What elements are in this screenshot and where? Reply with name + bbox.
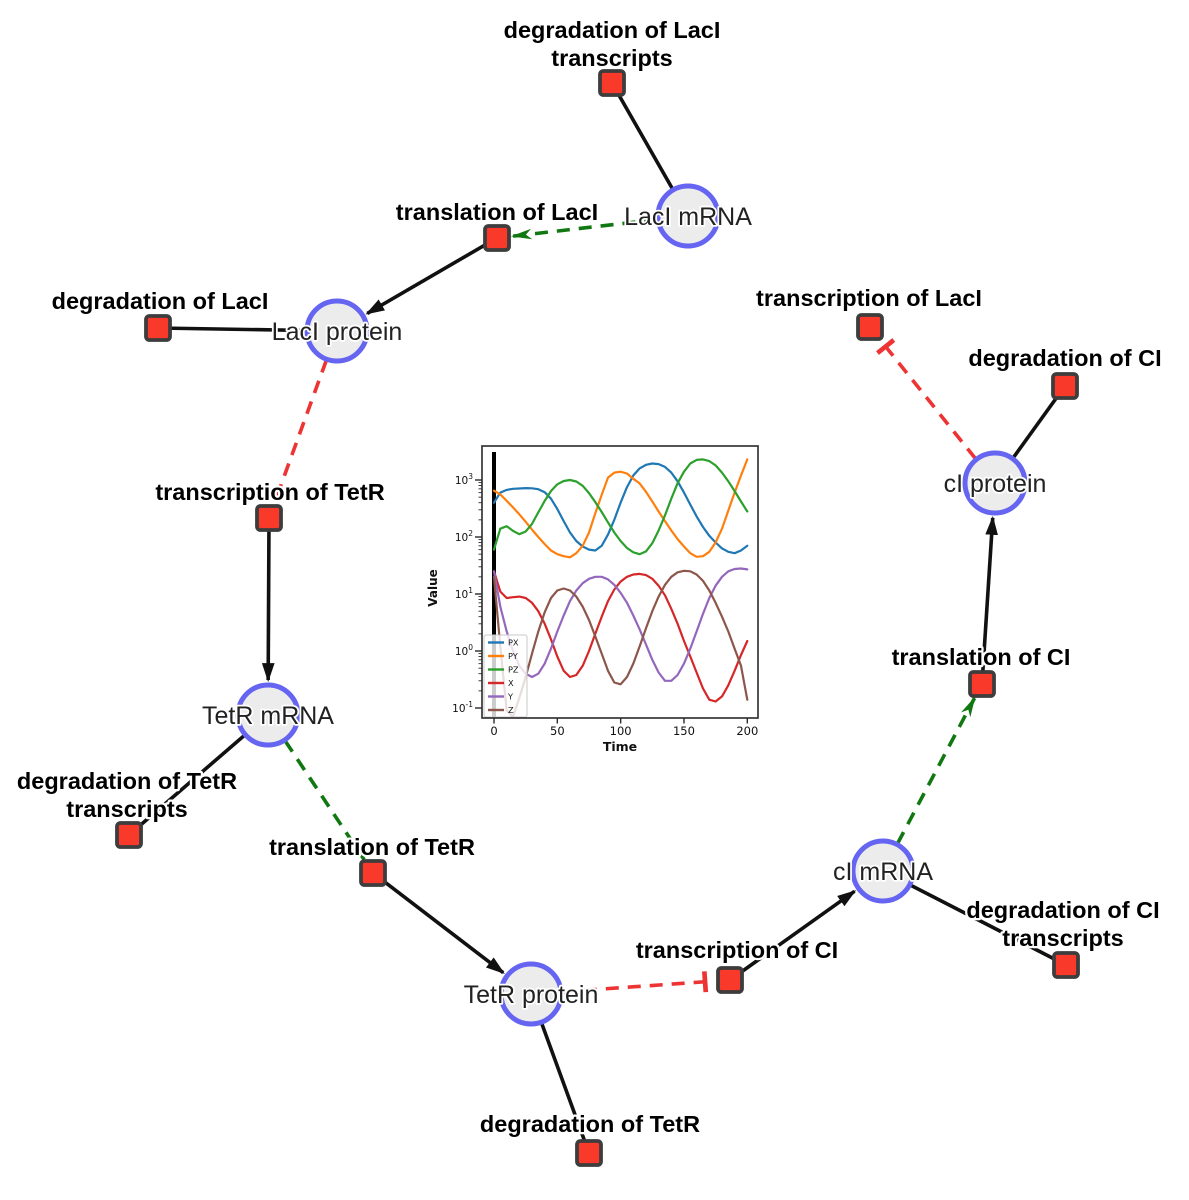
legend-label-PX: PX: [508, 638, 519, 648]
x-axis-label: Time: [603, 739, 637, 754]
reaction-node-tl_ci[interactable]: [968, 670, 996, 698]
reaction-label-deg_tetr_tx: transcripts: [66, 796, 187, 822]
x-tick-label: 150: [673, 724, 695, 738]
legend-label-Y: Y: [507, 692, 514, 702]
chart-legend: PX PY PZ XYZ: [483, 634, 528, 718]
species-node-ci_mrna[interactable]: [850, 838, 916, 904]
reaction-node-tl_laci[interactable]: [483, 224, 511, 252]
chart-series-Z: [492, 569, 749, 718]
y-tick-label: 103: [455, 472, 473, 487]
reaction-label-deg_ci: degradation of CI: [968, 345, 1161, 371]
reaction-node-tc_tetr[interactable]: [255, 504, 283, 532]
species-node-tetr_protein[interactable]: [498, 961, 564, 1027]
nodes-layer: [115, 69, 1080, 1167]
y-tick-label: 102: [455, 529, 473, 544]
reaction-node-deg_laci[interactable]: [144, 314, 172, 342]
reaction-node-deg_ci[interactable]: [1051, 372, 1079, 400]
legend-box: [483, 634, 528, 718]
reaction-label-deg_ci_tx: transcripts: [1002, 925, 1123, 951]
edge-catalysis-ci_mrna-tl_ci: [895, 696, 977, 845]
y-tick-label: 100: [455, 643, 473, 658]
simulation-plot: PX PY PZ X Y Z 10-1 100 101 102 103 0 50 100 150 200 Tim…: [425, 438, 770, 768]
edge-production-tl_tetr-tetr_protein: [371, 871, 505, 975]
reaction-label-deg_ci_tx: degradation of CI: [966, 897, 1159, 923]
timecourse-chart: PX PY PZ XYZ 10-1 100 101 102 103 0 50 100 150 200 Tim…: [426, 445, 759, 754]
labels-layer: degradation of LacItranscriptstranslatio…: [15, 15, 1164, 1140]
reaction-label-tc_laci: transcription of LacI: [756, 285, 982, 311]
reaction-node-tc_laci[interactable]: [856, 313, 884, 341]
reaction-label-deg_laci: degradation of LacI: [52, 288, 269, 314]
legend-label-PZ: PZ: [508, 665, 519, 675]
reaction-label-tc_ci: transcription of CI: [636, 937, 838, 963]
edge-catalysis-laci_mrna-tl_laci: [510, 217, 658, 240]
species-label-laci_mrna: LacI mRNA: [624, 203, 752, 231]
legend-label-PY: PY: [508, 651, 519, 661]
reaction-node-tc_ci[interactable]: [716, 966, 744, 994]
legend-label-X: X: [508, 678, 514, 688]
edge-catalysis-tetr_mrna-tl_tetr: [283, 739, 366, 862]
chart-series-Y: [492, 567, 749, 682]
x-tick-label: 200: [736, 724, 758, 738]
species-node-laci_protein[interactable]: [304, 298, 370, 364]
x-tick-label: 100: [610, 724, 632, 738]
chart-series-PZ: [492, 458, 749, 556]
species-label-ci_mrna: cI mRNA: [833, 858, 933, 886]
chart-series-PY: [492, 458, 749, 559]
species-label-ci_protein: cI protein: [944, 470, 1047, 498]
reaction-node-deg_ci_tx[interactable]: [1052, 951, 1080, 979]
edge-inhibition-tetr_protein-tc_ci: [561, 971, 709, 994]
edge-inhibition-ci_protein-tc_laci: [876, 338, 978, 460]
legend-label-Z: Z: [508, 705, 514, 715]
species-node-laci_mrna[interactable]: [655, 183, 721, 249]
y-tick-label: 101: [455, 586, 473, 601]
x-tick-label: 50: [550, 724, 565, 738]
reaction-node-deg_tetr[interactable]: [575, 1139, 603, 1167]
reaction-label-tl_tetr: translation of TetR: [269, 834, 475, 860]
reaction-label-tl_ci: translation of CI: [892, 644, 1071, 670]
chart-series-X: [492, 570, 749, 703]
edges-layer: [127, 82, 1067, 1154]
y-axis-label: Value: [426, 569, 440, 607]
reaction-node-deg_laci_tx[interactable]: [598, 69, 626, 97]
x-tick-label: 0: [490, 724, 497, 738]
chart-series-PX: [492, 462, 749, 555]
edge-production-tl_laci-laci_protein: [365, 236, 498, 315]
edge-production-tc_tetr-tetr_mrna: [261, 517, 275, 683]
species-label-laci_protein: LacI protein: [272, 318, 403, 346]
reaction-node-tl_tetr[interactable]: [359, 859, 387, 887]
species-node-ci_protein[interactable]: [962, 450, 1028, 516]
species-label-tetr_protein: TetR protein: [464, 981, 599, 1009]
reaction-node-deg_tetr_tx[interactable]: [115, 821, 143, 849]
y-tick-label: 10-1: [452, 700, 473, 715]
species-node-tetr_mrna[interactable]: [235, 682, 301, 748]
reaction-label-deg_laci_tx: transcripts: [551, 45, 672, 71]
reaction-label-deg_tetr_tx: degradation of TetR: [17, 768, 237, 794]
reaction-label-deg_tetr: degradation of TetR: [480, 1111, 700, 1137]
reaction-label-tc_tetr: transcription of TetR: [155, 479, 384, 505]
species-label-tetr_mrna: TetR mRNA: [202, 702, 334, 730]
reaction-label-deg_laci_tx: degradation of LacI: [504, 17, 721, 43]
edge-production-tl_ci-ci_protein: [980, 515, 998, 685]
edge-production-tc_ci-ci_mrna: [728, 889, 857, 982]
reaction-label-tl_laci: translation of LacI: [396, 199, 598, 225]
edge-inhibition-laci_protein-tc_tetr: [266, 359, 329, 501]
edge-consumption-ci_mrna-deg_ci_tx: [882, 869, 1067, 967]
